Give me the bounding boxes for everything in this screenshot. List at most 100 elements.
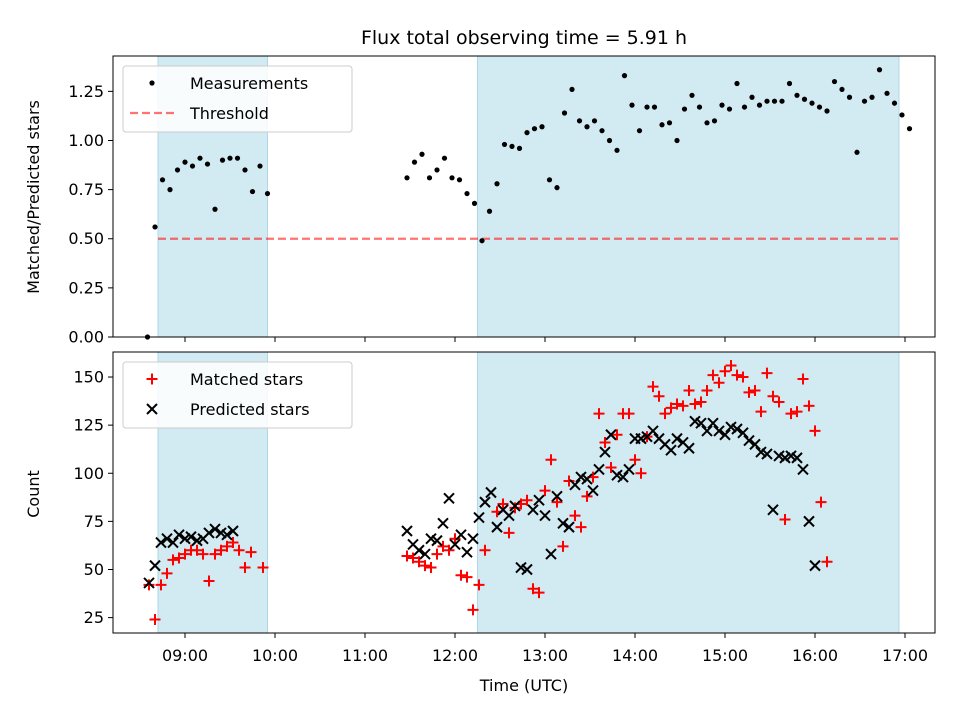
matched-point — [791, 406, 803, 418]
top-panel: 0.00 0.25 0.50 0.75 1.00 1.25 Measurements Thre… — [68, 55, 936, 347]
predicted-point — [767, 504, 779, 516]
predicted-point — [221, 529, 233, 541]
measurement-point — [741, 104, 748, 110]
matched-point — [407, 552, 419, 564]
predicted-point — [707, 417, 719, 429]
measurement-point — [756, 102, 763, 108]
predicted-point — [485, 486, 497, 499]
matched-point — [671, 398, 683, 410]
matched-point — [551, 496, 563, 508]
matched-point — [191, 544, 203, 556]
measurement-point — [182, 159, 188, 165]
matched-point — [563, 475, 575, 487]
measurement-point — [584, 124, 590, 130]
x-tick-label: 11:00 — [342, 646, 388, 665]
matched-point — [257, 562, 269, 574]
matched-point — [701, 384, 713, 396]
predicted-point — [503, 509, 515, 522]
legend: Matched stars Predicted stars — [122, 361, 353, 429]
matched-point — [461, 571, 473, 583]
x-tick-label: 15:00 — [702, 646, 748, 665]
matched-point — [197, 548, 209, 560]
matched-point — [803, 400, 815, 412]
y-tick-label: 0.50 — [68, 229, 104, 248]
predicted-point — [671, 432, 683, 445]
matched-point — [797, 373, 809, 385]
measurement-point — [846, 94, 853, 100]
matched-point — [737, 371, 749, 383]
matched-point — [743, 386, 755, 398]
matched-point — [809, 425, 821, 437]
measurement-point — [509, 143, 515, 149]
y-tick-label: 0.25 — [68, 278, 104, 297]
matched-point — [149, 614, 161, 626]
legend-box — [122, 361, 353, 429]
matched-point — [725, 359, 737, 371]
matched-point — [527, 583, 539, 595]
legend: Measurements Threshold — [122, 65, 353, 133]
measurement-point — [906, 126, 913, 132]
measurement-point — [554, 185, 560, 191]
measurement-point — [861, 98, 868, 104]
measurement-point — [546, 177, 553, 183]
measurement-point — [524, 130, 530, 136]
matched-point — [719, 365, 731, 377]
measurement-point — [629, 102, 635, 108]
matched-point — [557, 540, 569, 552]
measurement-point — [809, 100, 815, 106]
matched-point — [419, 560, 431, 572]
measurement-point — [636, 128, 643, 134]
measurement-point — [426, 175, 433, 181]
measurement-point — [681, 106, 688, 112]
predicted-point — [695, 417, 707, 429]
matched-point — [431, 548, 443, 560]
matched-point — [203, 575, 215, 587]
x-tick-label: 17:00 — [882, 646, 928, 665]
y-tick-label: 0.75 — [68, 180, 104, 199]
matched-point — [497, 498, 509, 510]
predicted-point — [809, 559, 821, 572]
measurement-point — [174, 167, 181, 173]
predicted-point — [455, 529, 467, 541]
measurement-point — [899, 112, 905, 118]
measurement-point — [689, 92, 695, 98]
predicted-point — [599, 446, 611, 458]
matched-point — [623, 408, 635, 420]
measurement-point — [696, 104, 703, 110]
predicted-point — [803, 515, 815, 528]
matched-point — [629, 454, 641, 466]
measurement-point — [779, 98, 785, 104]
measurement-point — [854, 149, 860, 155]
predicted-point — [437, 517, 449, 530]
y-tick-label: 50 — [84, 560, 104, 579]
measurement-point — [464, 190, 470, 197]
matched-point — [761, 367, 773, 379]
matched-point — [599, 436, 611, 448]
measurement-point — [419, 151, 425, 157]
measurement-point — [591, 118, 598, 124]
measurement-point — [659, 122, 665, 128]
top-y-axis-label: Matched/Predicted stars — [24, 100, 43, 294]
matched-point — [239, 562, 251, 574]
y-tick-label: 0.00 — [68, 328, 104, 347]
measurement-point — [561, 110, 568, 116]
measurement-point — [606, 137, 613, 144]
shaded-region-1 — [477, 351, 900, 634]
matched-point — [437, 540, 449, 552]
matched-point — [707, 369, 719, 381]
matched-point — [455, 569, 467, 581]
matched-point — [611, 429, 623, 441]
matched-point — [785, 408, 797, 420]
measurement-point — [599, 128, 605, 134]
matched-point — [509, 502, 521, 514]
measurement-point — [876, 67, 883, 73]
measurement-point — [651, 104, 658, 110]
matched-point — [581, 490, 593, 502]
predicted-point — [569, 479, 581, 491]
matched-point — [227, 537, 239, 549]
measurement-point — [404, 175, 410, 181]
predicted-point — [461, 546, 473, 558]
matched-point — [605, 461, 617, 473]
predicted-point — [617, 471, 629, 483]
